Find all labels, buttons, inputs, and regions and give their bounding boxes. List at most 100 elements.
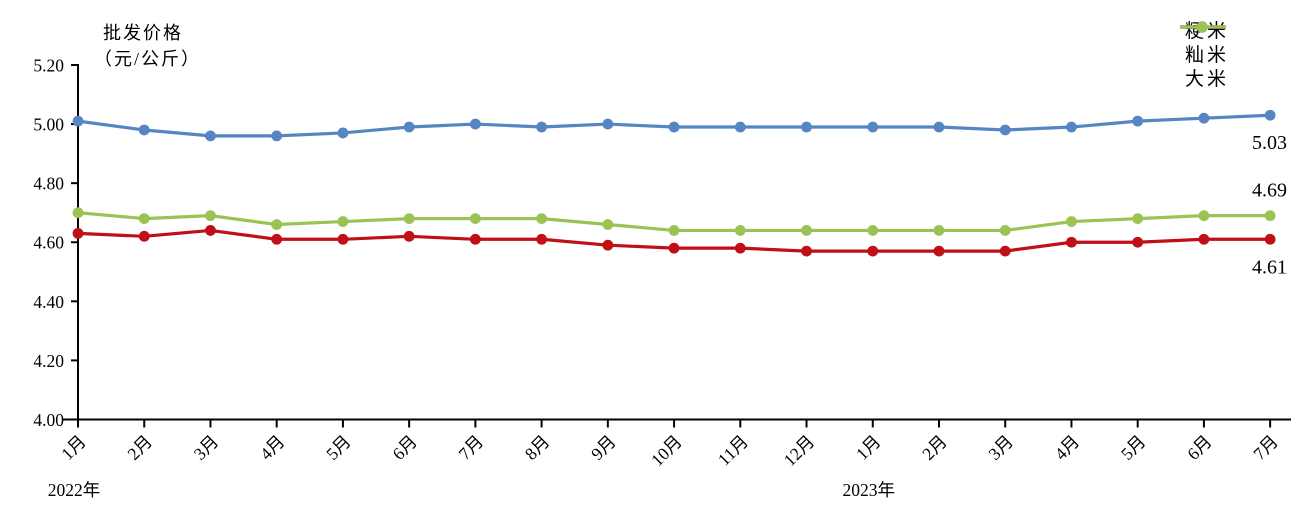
series-end-label: 4.69 <box>1252 180 1287 202</box>
data-point <box>933 245 945 257</box>
x-tick-label: 10月 <box>647 431 686 470</box>
y-tick-label: 4.00 <box>33 410 64 430</box>
data-point <box>933 121 945 133</box>
x-tick-label: 4月 <box>256 431 289 464</box>
data-point <box>1264 233 1276 245</box>
data-point <box>469 233 481 245</box>
data-point <box>403 230 415 242</box>
x-tick-label: 8月 <box>521 431 554 464</box>
data-point <box>138 213 150 225</box>
data-point <box>403 213 415 225</box>
data-point <box>1066 121 1077 133</box>
data-point <box>337 233 349 245</box>
y-tick-label: 4.40 <box>33 292 64 312</box>
data-point <box>602 239 614 251</box>
x-tick-label: 2月 <box>123 431 156 464</box>
x-tick-label: 11月 <box>714 431 752 469</box>
data-point <box>999 225 1011 236</box>
data-point <box>734 121 746 133</box>
data-point <box>205 130 216 142</box>
data-point <box>1264 210 1276 222</box>
data-point <box>668 225 680 236</box>
legend-label: 大米 <box>1185 69 1230 90</box>
data-point <box>205 210 216 222</box>
x-tick-label: 6月 <box>1183 431 1216 464</box>
data-point <box>337 127 349 139</box>
data-point <box>999 124 1011 136</box>
year-label: 2023年 <box>843 480 896 500</box>
series-粳米 <box>72 109 1276 142</box>
data-point <box>469 213 481 225</box>
data-point <box>138 230 150 242</box>
chart-title-line1: 批发价格 <box>103 23 183 43</box>
x-tick-label: 7月 <box>455 431 488 464</box>
data-point <box>1198 233 1210 245</box>
x-tick-label: 3月 <box>190 431 223 464</box>
x-tick-label: 9月 <box>587 431 620 464</box>
data-point <box>1132 115 1144 127</box>
x-tick-label: 6月 <box>388 431 421 464</box>
data-point <box>801 245 812 257</box>
data-point <box>1198 210 1210 222</box>
data-point <box>602 219 614 230</box>
data-point <box>734 242 746 254</box>
data-point <box>1066 216 1077 227</box>
legend: 粳米 籼米 大米 <box>1180 19 1230 90</box>
legend-dot <box>1196 21 1208 33</box>
x-tick-label: 3月 <box>984 431 1017 464</box>
x-tick-label: 5月 <box>322 431 355 464</box>
y-tick-label: 4.20 <box>33 351 64 371</box>
x-tick-label: 4月 <box>1051 431 1084 464</box>
data-point <box>1264 109 1276 121</box>
legend-marker-icon <box>1180 21 1226 33</box>
data-point <box>72 115 84 127</box>
x-tick-label: 1月 <box>57 431 90 464</box>
data-point <box>271 130 283 142</box>
data-point <box>536 213 548 225</box>
x-tick-label: 12月 <box>779 431 818 470</box>
data-point <box>668 242 680 254</box>
data-point <box>801 121 812 133</box>
x-tick-label: 1月 <box>852 431 885 464</box>
y-tick-label: 5.20 <box>33 56 64 76</box>
series-end-label: 4.61 <box>1252 256 1287 278</box>
chart-title-line2: （元/公斤） <box>94 49 202 69</box>
data-point <box>271 233 283 245</box>
data-point <box>271 219 283 230</box>
data-point <box>1132 213 1144 225</box>
x-tick-label: 7月 <box>1249 431 1282 464</box>
data-point <box>734 225 746 236</box>
series-大米 <box>72 207 1276 236</box>
data-point <box>72 227 84 239</box>
y-tick-label: 5.00 <box>33 115 64 135</box>
data-point <box>138 124 150 136</box>
data-point <box>72 207 84 219</box>
chart-title: 批发价格 （元/公斤） <box>94 20 201 72</box>
data-point <box>403 121 415 133</box>
data-point <box>337 216 349 227</box>
data-point <box>801 225 812 236</box>
x-tick-label: 5月 <box>1117 431 1150 464</box>
data-point <box>1066 236 1077 248</box>
series-end-label: 5.03 <box>1252 132 1287 154</box>
data-point <box>933 225 945 236</box>
data-point <box>867 225 879 236</box>
legend-item-大米: 大米 <box>1180 21 1230 90</box>
data-point <box>536 121 548 133</box>
data-point <box>1198 112 1210 124</box>
data-point <box>536 233 548 245</box>
legend-label: 籼米 <box>1185 45 1230 66</box>
x-tick-label: 2月 <box>918 431 951 464</box>
year-label: 2022年 <box>48 480 101 500</box>
y-tick-label: 4.80 <box>33 174 64 194</box>
data-point <box>867 121 879 133</box>
data-point <box>602 118 614 130</box>
data-point <box>867 245 879 257</box>
data-point <box>668 121 680 133</box>
y-tick-label: 4.60 <box>33 233 64 253</box>
data-point <box>469 118 481 130</box>
series-籼米 <box>72 225 1276 257</box>
data-point <box>205 225 216 236</box>
